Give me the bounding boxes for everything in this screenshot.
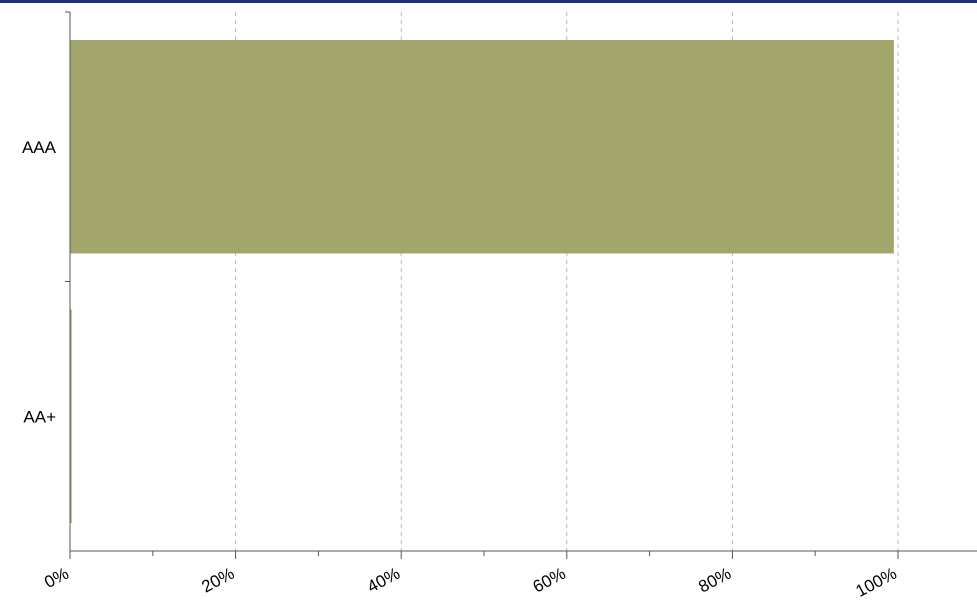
x-tick-label: 100% bbox=[853, 564, 900, 601]
x-tick-label: 60% bbox=[530, 564, 569, 597]
x-tick-label: 0% bbox=[41, 564, 72, 592]
category-label: AA+ bbox=[23, 407, 56, 426]
top-rule bbox=[0, 0, 977, 3]
x-tick-label: 80% bbox=[695, 564, 734, 597]
bar-aa-plus bbox=[70, 309, 72, 523]
category-label: AAA bbox=[22, 138, 57, 157]
bar-aaa bbox=[70, 40, 894, 254]
axis-layer bbox=[65, 11, 977, 559]
x-tick-label: 20% bbox=[199, 564, 238, 597]
x-tick-label: 40% bbox=[364, 564, 403, 597]
bar-layer bbox=[70, 40, 894, 523]
